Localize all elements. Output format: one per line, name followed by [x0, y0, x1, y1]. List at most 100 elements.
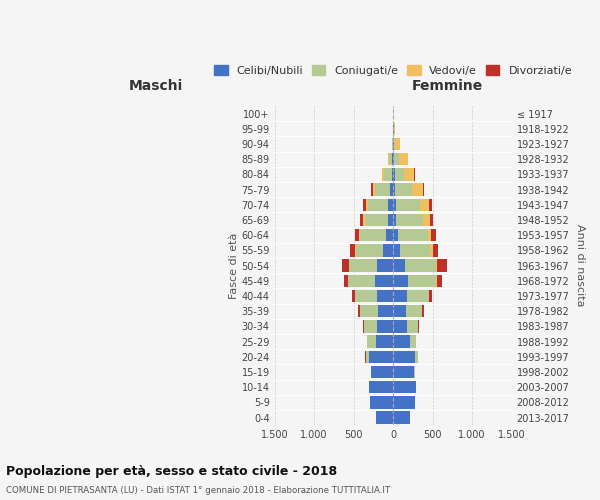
Bar — [385, 168, 392, 180]
Bar — [415, 350, 418, 363]
Bar — [393, 198, 396, 211]
Bar — [393, 184, 395, 196]
Bar — [378, 305, 393, 318]
Bar — [386, 229, 393, 241]
Bar — [349, 260, 377, 272]
Bar — [393, 396, 415, 408]
Bar — [376, 412, 393, 424]
Bar — [392, 168, 393, 180]
Y-axis label: Fasce di età: Fasce di età — [229, 232, 239, 299]
Bar — [365, 214, 388, 226]
Bar — [377, 290, 393, 302]
Bar — [388, 198, 393, 211]
Text: Maschi: Maschi — [129, 80, 183, 94]
Bar — [407, 290, 429, 302]
Bar — [393, 290, 407, 302]
Bar — [371, 366, 393, 378]
Bar — [412, 184, 422, 196]
Bar — [408, 274, 436, 287]
Bar — [394, 138, 395, 150]
Bar — [364, 320, 377, 332]
Bar — [422, 305, 424, 318]
Bar — [430, 244, 433, 256]
Bar — [377, 320, 393, 332]
Bar — [358, 305, 360, 318]
Bar — [373, 184, 376, 196]
Bar — [368, 350, 393, 363]
Bar — [355, 229, 359, 241]
Bar — [367, 336, 376, 348]
Bar — [375, 274, 393, 287]
Bar — [418, 320, 419, 332]
Bar — [430, 290, 432, 302]
Bar — [390, 184, 393, 196]
Bar — [393, 320, 407, 332]
Bar — [371, 184, 373, 196]
Bar — [392, 138, 393, 150]
Bar — [355, 290, 377, 302]
Bar — [383, 244, 393, 256]
Bar — [360, 229, 386, 241]
Bar — [398, 153, 408, 166]
Bar — [344, 274, 348, 287]
Bar — [394, 153, 398, 166]
Bar — [429, 198, 432, 211]
Text: Femmine: Femmine — [412, 80, 484, 94]
Bar — [428, 229, 431, 241]
Bar — [356, 244, 383, 256]
Bar — [407, 320, 418, 332]
Bar — [406, 305, 422, 318]
Bar — [393, 412, 410, 424]
Bar — [393, 214, 397, 226]
Bar — [393, 274, 408, 287]
Bar — [393, 305, 406, 318]
Bar — [437, 274, 442, 287]
Bar — [437, 260, 447, 272]
Bar — [366, 198, 368, 211]
Bar — [393, 260, 405, 272]
Bar — [395, 168, 404, 180]
Bar — [363, 320, 364, 332]
Bar — [393, 138, 394, 150]
Bar — [421, 198, 429, 211]
Bar — [393, 244, 400, 256]
Bar — [365, 350, 368, 363]
Bar — [397, 214, 423, 226]
Bar — [368, 198, 388, 211]
Bar — [400, 244, 430, 256]
Bar — [436, 260, 437, 272]
Bar — [395, 184, 412, 196]
Bar — [382, 168, 385, 180]
Bar — [388, 214, 393, 226]
Bar — [404, 168, 415, 180]
Bar — [363, 198, 366, 211]
Bar — [393, 350, 415, 363]
Y-axis label: Anni di nascita: Anni di nascita — [575, 224, 585, 307]
Bar — [393, 229, 398, 241]
Bar — [392, 153, 393, 166]
Bar — [355, 244, 356, 256]
Legend: Celibi/Nubili, Coniugati/e, Vedovi/e, Divorziati/e: Celibi/Nubili, Coniugati/e, Vedovi/e, Di… — [210, 60, 577, 80]
Bar — [423, 214, 430, 226]
Bar — [410, 336, 416, 348]
Bar — [393, 168, 395, 180]
Bar — [359, 229, 360, 241]
Bar — [350, 244, 355, 256]
Bar — [396, 198, 421, 211]
Bar — [363, 214, 365, 226]
Bar — [393, 381, 416, 394]
Bar — [376, 336, 393, 348]
Bar — [352, 290, 355, 302]
Bar — [393, 336, 410, 348]
Bar — [348, 274, 375, 287]
Bar — [393, 366, 414, 378]
Bar — [393, 153, 394, 166]
Text: Popolazione per età, sesso e stato civile - 2018: Popolazione per età, sesso e stato civil… — [6, 464, 337, 477]
Bar — [430, 214, 433, 226]
Bar — [342, 260, 349, 272]
Bar — [361, 214, 363, 226]
Bar — [370, 396, 393, 408]
Bar — [389, 153, 392, 166]
Text: COMUNE DI PIETRASANTA (LU) - Dati ISTAT 1° gennaio 2018 - Elaborazione TUTTITALI: COMUNE DI PIETRASANTA (LU) - Dati ISTAT … — [6, 486, 390, 495]
Bar — [398, 229, 428, 241]
